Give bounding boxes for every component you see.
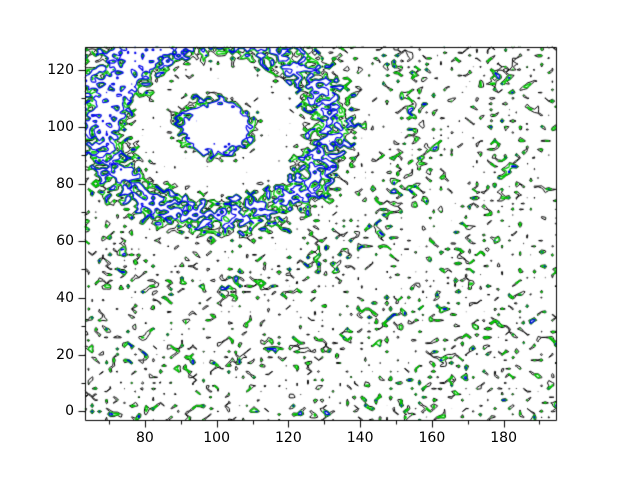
x-tick-label: 80: [135, 430, 154, 446]
x-tick-label: 180: [490, 430, 517, 446]
y-tick-label: 100: [47, 118, 74, 135]
x-tick-label: 160: [418, 430, 446, 446]
y-tick-label: 0: [65, 403, 74, 420]
y-tick-label: 20: [56, 346, 74, 363]
x-tick-label: 140: [346, 430, 374, 446]
x-tick-label: 120: [275, 430, 302, 446]
y-tick-label: 40: [56, 289, 74, 306]
y-tick-label: 60: [56, 232, 74, 249]
y-tick-label: 120: [47, 62, 74, 79]
y-tick-label: 80: [56, 175, 74, 192]
x-tick-label: 100: [203, 430, 230, 446]
